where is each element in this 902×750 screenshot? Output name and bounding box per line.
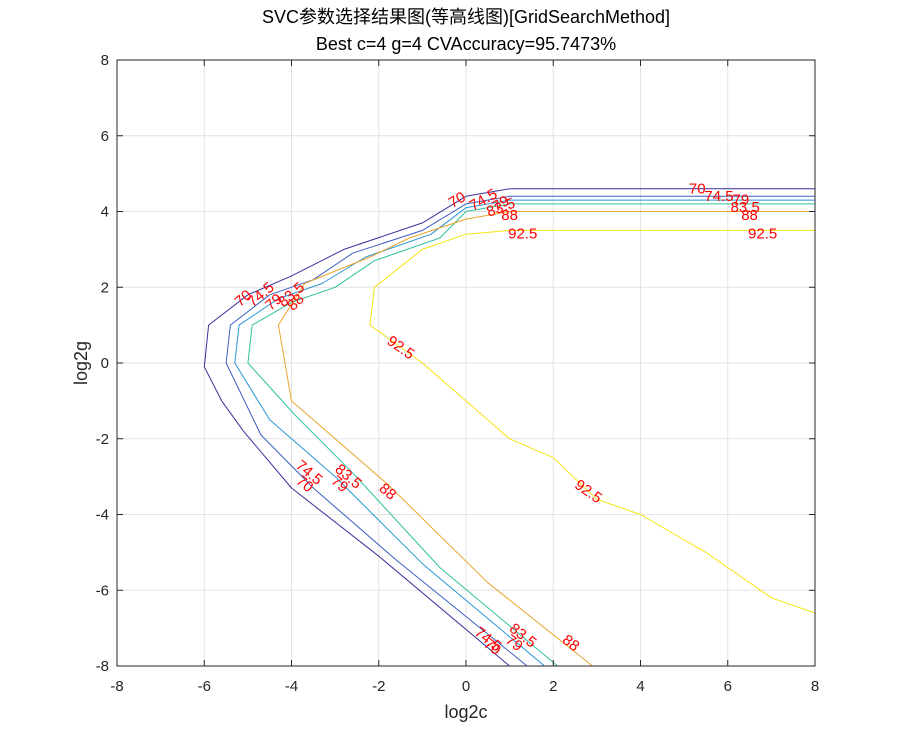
contour-label: 92.5: [508, 226, 537, 243]
y-tick-label: -6: [96, 582, 109, 599]
contour-label: 88: [741, 207, 758, 224]
contour-label: 79: [502, 631, 526, 655]
y-tick-label: -4: [96, 507, 109, 524]
contour-label: 79: [732, 192, 749, 209]
y-tick-label: 6: [101, 128, 109, 145]
contour-label: 79: [489, 192, 512, 215]
contour-line-74-5: [225, 195, 815, 667]
x-tick-label: -2: [372, 678, 385, 695]
contour-line-88: [277, 211, 815, 667]
y-tick-label: 8: [101, 52, 109, 69]
x-tick-label: -4: [285, 678, 298, 695]
contour-label: 88: [559, 631, 583, 655]
contour-line-92-5: [369, 229, 816, 614]
contour-label: 83.5: [731, 199, 760, 216]
y-tick-label: -8: [96, 658, 109, 675]
x-tick-label: 8: [811, 678, 819, 695]
x-tick-label: 2: [549, 678, 557, 695]
y-tick-label: 0: [101, 355, 109, 372]
contour-label: 74.5: [704, 188, 733, 205]
x-tick-label: 6: [724, 678, 732, 695]
contour-label: 88: [501, 207, 518, 224]
y-tick-label: 2: [101, 279, 109, 296]
y-tick-label: 4: [101, 204, 109, 221]
chart-title: SVC参数选择结果图(等高线图)[GridSearchMethod]: [262, 7, 670, 27]
y-tick-label: -2: [96, 431, 109, 448]
x-tick-label: 4: [636, 678, 644, 695]
chart-subtitle: Best c=4 g=4 CVAccuracy=95.7473%: [316, 34, 616, 54]
contour-label: 70: [446, 189, 469, 212]
x-axis-label: log2c: [444, 702, 487, 722]
x-tick-label: 0: [462, 678, 470, 695]
contour-label: 70: [480, 635, 504, 659]
contour-lines: [203, 188, 816, 667]
x-tick-label: -6: [198, 678, 211, 695]
contour-line-79: [234, 199, 815, 667]
axis-ticks: -8 -6 -4 -2 0 2 4 6 8 -8 -6 -4 -2 0 2 4 6 8: [96, 52, 820, 695]
contour-line-70: [203, 188, 815, 667]
x-tick-label: -8: [110, 678, 123, 695]
contour-label: 70: [689, 180, 706, 197]
contour-label: 92.5: [748, 226, 777, 243]
y-axis-label: log2g: [71, 341, 91, 385]
contour-line-83-5: [247, 203, 815, 667]
